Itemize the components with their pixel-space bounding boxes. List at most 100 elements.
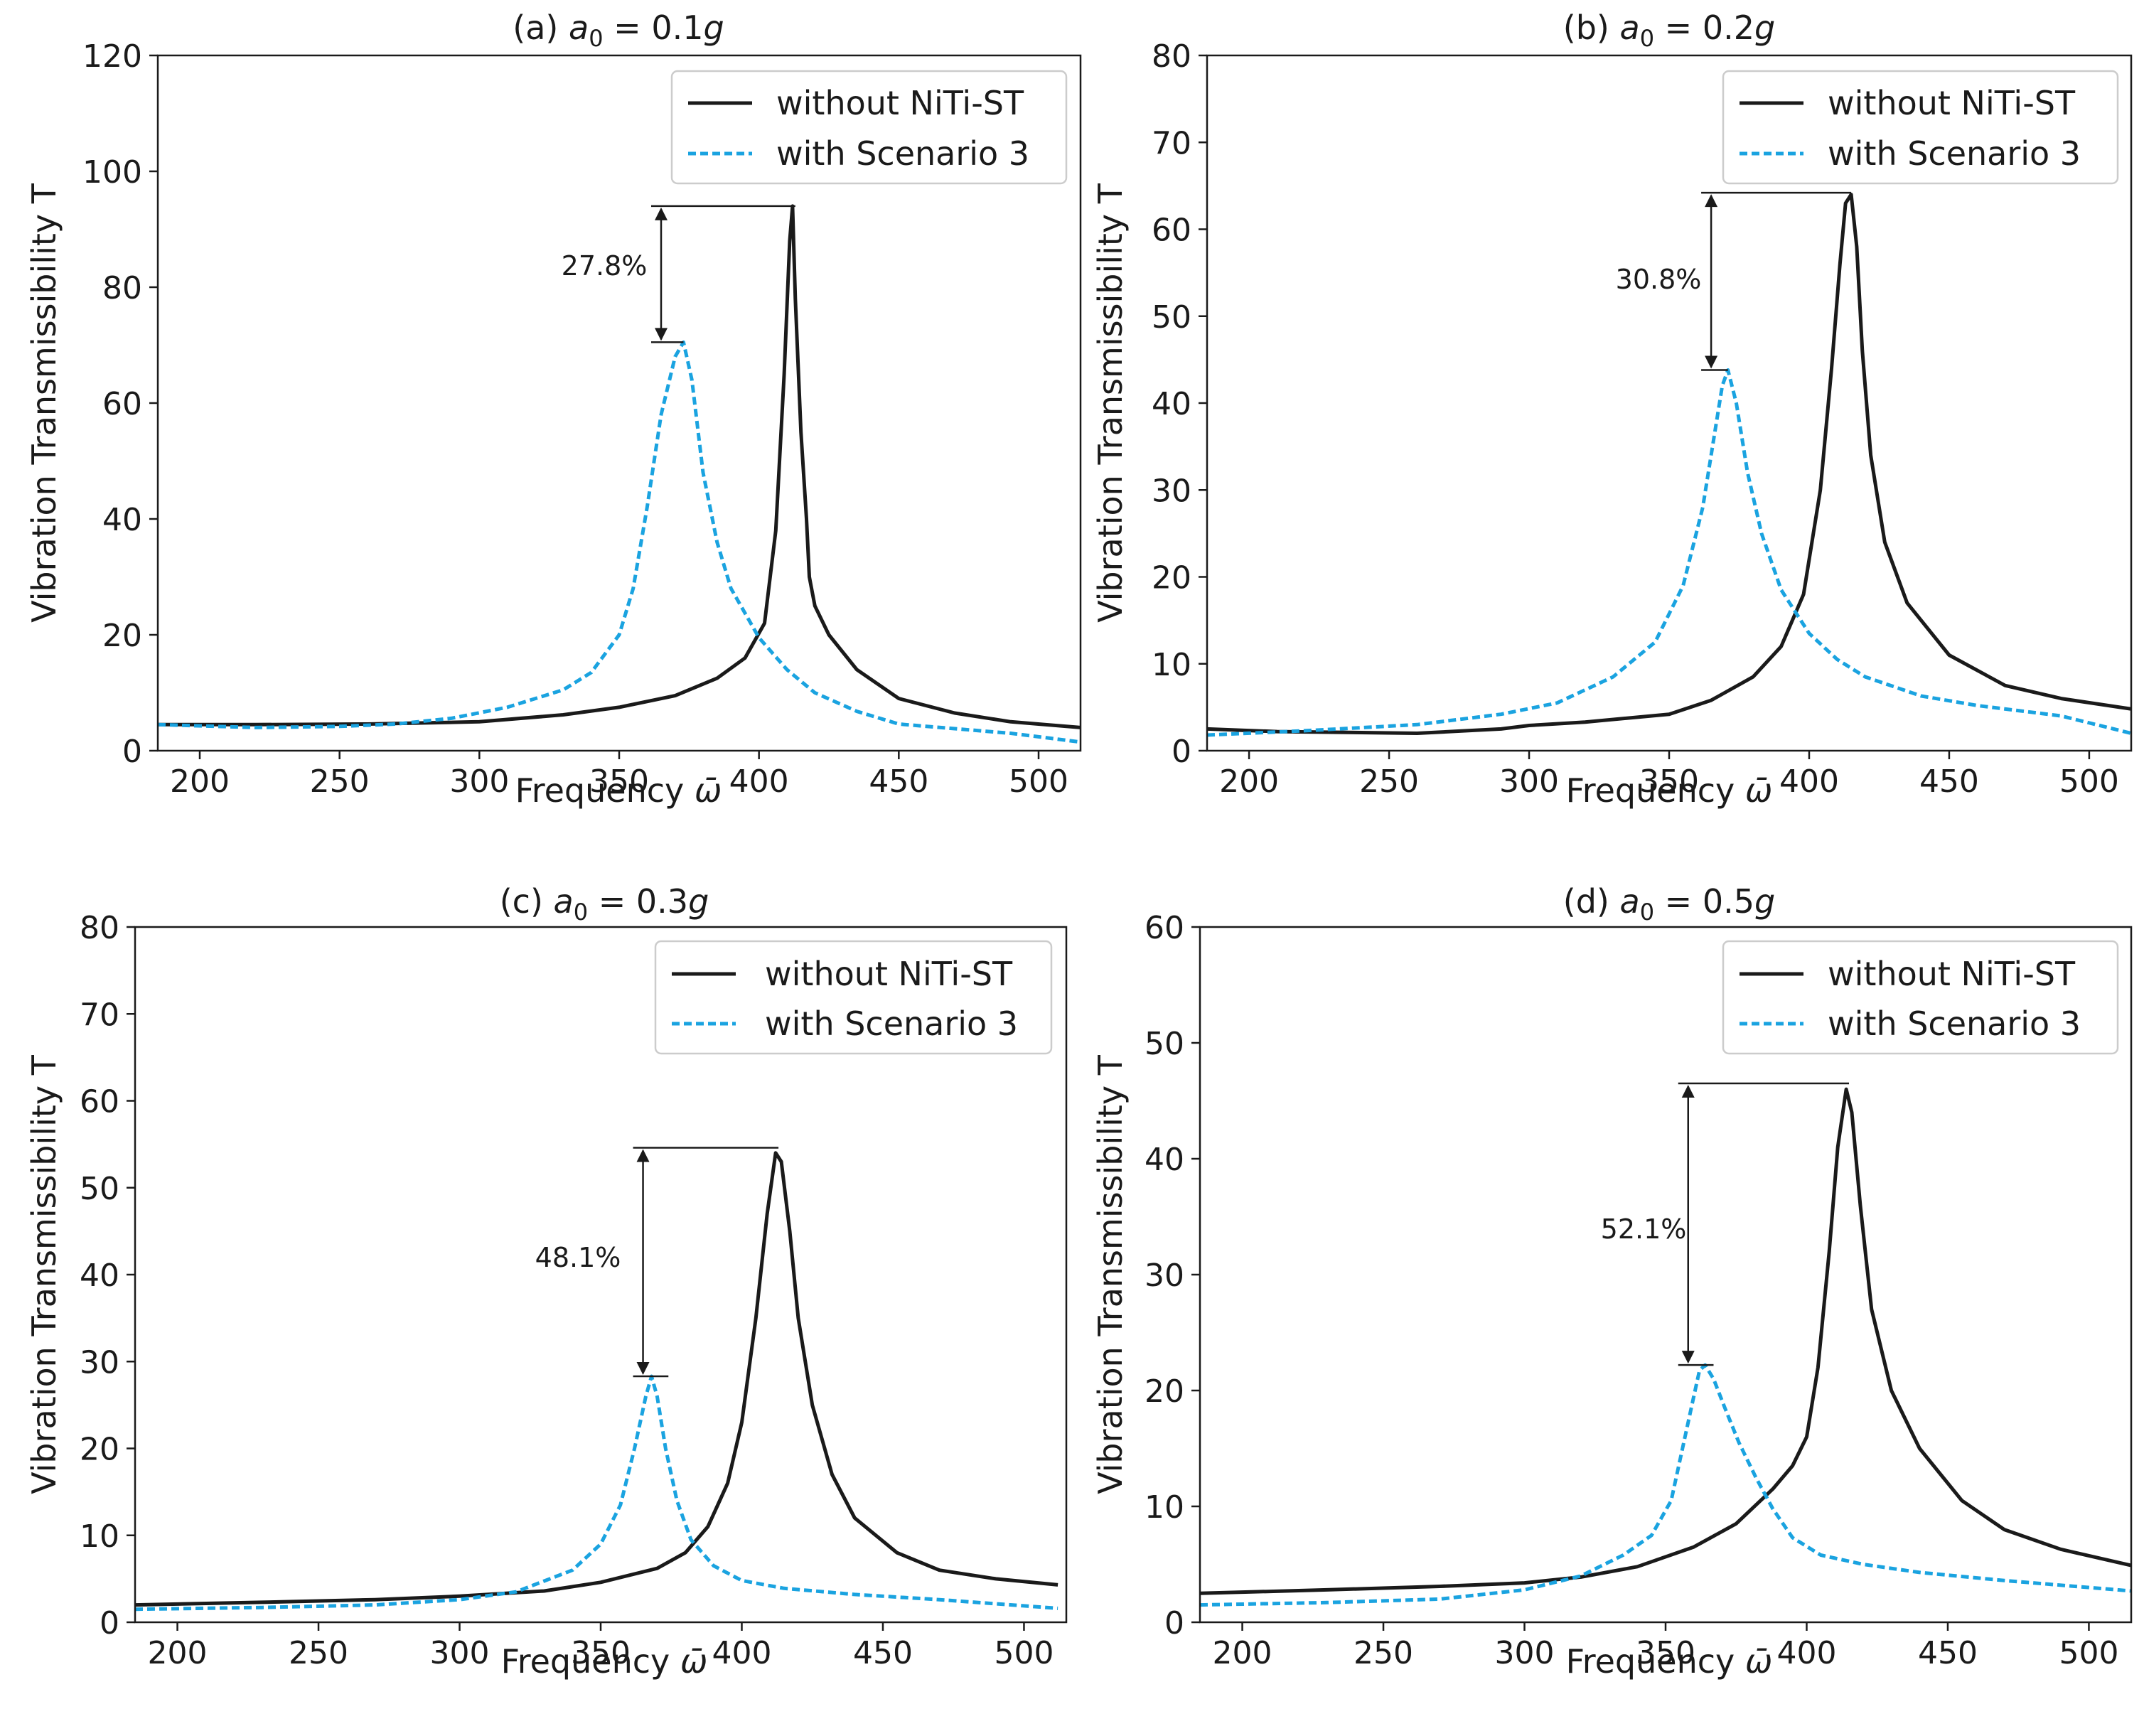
panel-a-ytick-label: 60 <box>102 386 142 422</box>
panel-b: (b) a0 = 0.2g Vibration Transmissibility… <box>1091 9 2133 810</box>
panel-b-xtick-label: 500 <box>2059 763 2119 800</box>
panel-d-ytick-label: 0 <box>1164 1605 1184 1641</box>
panel-b-ytick-label: 50 <box>1152 299 1191 336</box>
panel-c-ytick-label: 70 <box>80 997 119 1033</box>
panel-a-ytick-label: 40 <box>102 502 142 538</box>
panel-d-ticks: 200 250 300 350 400 450 500 0 10 20 30 40 50 60 <box>1145 910 2118 1671</box>
panel-a-series-with-scenario-3 <box>158 340 1081 744</box>
panel-d-ytick-label: 40 <box>1145 1142 1184 1178</box>
panel-d-xtick-label: 250 <box>1354 1635 1413 1671</box>
panel-b-ytick-label: 70 <box>1152 125 1191 161</box>
panel-b-xlabel: Frequency ω̄ <box>1566 771 1773 810</box>
panel-c-ytick-label: 50 <box>80 1171 119 1207</box>
panel-d-axes-frame <box>1199 926 2133 1624</box>
panel-a-xtick-label: 450 <box>869 763 928 800</box>
panel-c-annot-arrowhead-top <box>636 1149 650 1162</box>
panel-c-annotation: 48.1% <box>535 1147 779 1378</box>
panel-d-ytick-label: 20 <box>1145 1373 1184 1410</box>
panel-d-ytick-label: 60 <box>1145 910 1184 946</box>
panel-a-ytick-label: 120 <box>82 38 142 75</box>
panel-b-annot-arrowhead-bottom <box>1705 355 1718 369</box>
panel-a-legend-box <box>670 70 1068 185</box>
panel-d-title: (d) a0 = 0.5g <box>1563 882 1775 926</box>
panel-b-reduction-label: 30.8% <box>1616 264 1702 295</box>
panel-c-ticks: 200 250 300 350 400 450 500 0 10 20 30 40 50 60 70 80 <box>80 910 1054 1671</box>
panel-a-xtick-label: 500 <box>1009 763 1068 800</box>
panel-d-legend-label-without: without NiTi-ST <box>1828 955 2076 993</box>
panel-a-xtick-label: 350 <box>589 763 649 800</box>
panel-c-xtick-label: 400 <box>712 1635 771 1671</box>
panel-b-ytick-label: 30 <box>1152 473 1191 509</box>
panel-c-xtick-label: 500 <box>994 1635 1054 1671</box>
panel-c-ytick-label: 30 <box>80 1344 119 1381</box>
panel-c-xtick-label: 350 <box>571 1635 631 1671</box>
panel-d-reduction-label: 52.1% <box>1601 1213 1687 1245</box>
panel-a: (a) a0 = 0.1g Vibration Transmissibility… <box>25 9 1082 810</box>
panel-c-reduction-label: 48.1% <box>535 1242 621 1273</box>
panel-b-annot-arrowhead-top <box>1705 194 1718 208</box>
panel-a-xlabel: Frequency ω̄ <box>515 771 722 810</box>
panel-a-series-without-niti-st <box>158 204 1081 729</box>
panel-a-legend-label-with: with Scenario 3 <box>776 134 1029 173</box>
panel-d-xtick-label: 300 <box>1495 1635 1555 1671</box>
panel-b-xtick-label: 350 <box>1639 763 1699 800</box>
panel-b-ytick-label: 0 <box>1172 734 1191 770</box>
panel-b-xtick-label: 400 <box>1779 763 1839 800</box>
panel-c-ytick-label: 40 <box>80 1258 119 1294</box>
panel-d-xlabel: Frequency ω̄ <box>1566 1642 1773 1681</box>
panel-d-ytick-label: 10 <box>1145 1489 1184 1526</box>
panel-c-ytick-label: 20 <box>80 1432 119 1468</box>
panel-b-axes-frame <box>1206 54 2133 752</box>
panel-a-axes-frame <box>156 54 1082 752</box>
panel-c-axes-frame <box>134 926 1068 1624</box>
panel-c-series-without-niti-st <box>135 1151 1058 1607</box>
panel-d-xtick-label: 200 <box>1213 1635 1272 1671</box>
panel-c-legend: without NiTi-ST with Scenario 3 <box>654 940 1053 1055</box>
panel-b-xtick-label: 300 <box>1499 763 1559 800</box>
panel-c-legend-box <box>654 940 1053 1055</box>
panel-c-xtick-label: 200 <box>148 1635 208 1671</box>
panel-a-annot-arrowhead-bottom <box>655 328 668 341</box>
panel-b-title: (b) a0 = 0.2g <box>1563 9 1775 52</box>
panel-a-xtick-label: 400 <box>729 763 789 800</box>
panel-a-ytick-label: 100 <box>82 154 142 191</box>
panel-b-series-without-niti-st <box>1207 193 2131 735</box>
panel-c-ytick-label: 0 <box>100 1605 119 1641</box>
panel-d-ytick-label: 50 <box>1145 1026 1184 1062</box>
panel-c-xtick-label: 450 <box>853 1635 913 1671</box>
panel-b-ytick-label: 60 <box>1152 213 1191 249</box>
panel-b-ytick-label: 10 <box>1152 647 1191 683</box>
panel-b-xtick-label: 450 <box>1919 763 1979 800</box>
panel-c: (c) a0 = 0.3g Vibration Transmissibility… <box>25 882 1068 1681</box>
panel-a-xtick-label: 200 <box>170 763 230 800</box>
panel-a-ytick-label: 80 <box>102 270 142 306</box>
panel-c-ytick-label: 60 <box>80 1084 119 1120</box>
panel-d: (d) a0 = 0.5g Vibration Transmissibility… <box>1091 882 2133 1681</box>
panel-b-ticks: 200 250 300 350 400 450 500 0 10 20 30 40 50 60 70 80 <box>1152 38 2119 800</box>
panel-d-xtick-label: 450 <box>1918 1635 1978 1671</box>
panel-d-ylabel: Vibration Transmissibility T <box>1091 1054 1130 1494</box>
panel-d-legend-box <box>1722 940 2119 1055</box>
panel-d-xtick-label: 400 <box>1776 1635 1836 1671</box>
panel-c-legend-label-without: without NiTi-ST <box>765 955 1013 993</box>
panel-a-ytick-label: 0 <box>122 734 142 770</box>
panel-c-xlabel: Frequency ω̄ <box>501 1642 708 1681</box>
panel-d-series-without-niti-st <box>1200 1087 2131 1595</box>
panel-a-xtick-label: 250 <box>310 763 370 800</box>
panel-b-xtick-label: 250 <box>1359 763 1419 800</box>
panel-c-ytick-label: 80 <box>80 910 119 946</box>
panel-a-title: (a) a0 = 0.1g <box>513 9 724 52</box>
panel-d-legend: without NiTi-ST with Scenario 3 <box>1722 940 2119 1055</box>
panel-b-ytick-label: 20 <box>1152 560 1191 596</box>
panel-a-marks <box>158 204 1081 744</box>
panel-b-legend-label-without: without NiTi-ST <box>1828 84 2076 122</box>
panel-b-ytick-label: 80 <box>1152 38 1191 75</box>
panel-b-ytick-label: 40 <box>1152 386 1191 422</box>
panel-b-ylabel: Vibration Transmissibility T <box>1091 183 1130 623</box>
panel-a-reduction-label: 27.8% <box>562 250 648 282</box>
panel-a-xtick-label: 300 <box>449 763 509 800</box>
panel-d-annot-arrowhead-bottom <box>1681 1351 1695 1364</box>
panel-d-annotation: 52.1% <box>1601 1082 1850 1366</box>
